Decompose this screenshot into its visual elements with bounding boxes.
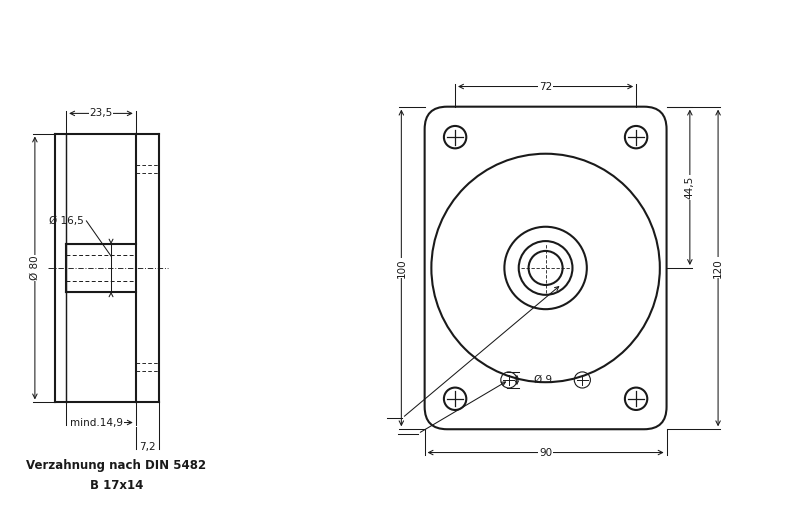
Text: 7,2: 7,2: [139, 442, 156, 452]
Text: Ø 16,5: Ø 16,5: [50, 216, 84, 226]
Text: Verzahnung nach DIN 5482: Verzahnung nach DIN 5482: [26, 459, 206, 472]
Text: mind.14,9: mind.14,9: [70, 418, 123, 427]
Text: 120: 120: [713, 258, 723, 278]
Text: 100: 100: [396, 258, 406, 278]
Text: 72: 72: [539, 81, 552, 92]
Text: Ø 80: Ø 80: [30, 256, 40, 280]
Text: B 17x14: B 17x14: [90, 479, 143, 492]
Text: 23,5: 23,5: [90, 108, 113, 119]
Text: Ø 9: Ø 9: [534, 375, 552, 385]
Text: 44,5: 44,5: [685, 176, 695, 199]
Text: 90: 90: [539, 448, 552, 457]
